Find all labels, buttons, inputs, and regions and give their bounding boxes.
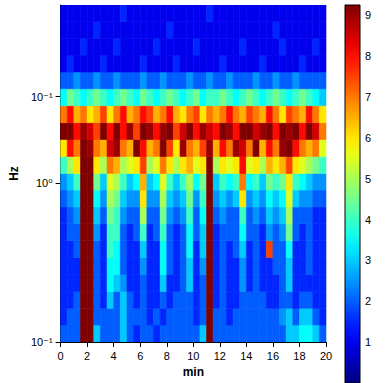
svg-text:20: 20	[320, 350, 332, 362]
svg-text:8: 8	[365, 50, 371, 62]
svg-text:3: 3	[365, 254, 371, 266]
svg-text:5: 5	[365, 173, 371, 185]
svg-text:10⁰: 10⁰	[36, 177, 53, 189]
svg-text:6: 6	[137, 350, 143, 362]
svg-text:8: 8	[164, 350, 170, 362]
svg-text:0: 0	[58, 350, 64, 362]
svg-text:Hz: Hz	[7, 166, 21, 181]
svg-text:2: 2	[84, 350, 90, 362]
svg-text:4: 4	[365, 214, 371, 226]
svg-text:6: 6	[365, 132, 371, 144]
svg-text:14: 14	[240, 350, 252, 362]
svg-text:18: 18	[293, 350, 305, 362]
svg-text:10⁻¹: 10⁻¹	[31, 91, 53, 103]
svg-text:10⁻¹: 10⁻¹	[31, 336, 53, 348]
svg-text:7: 7	[365, 91, 371, 103]
svg-text:12: 12	[214, 350, 226, 362]
svg-text:2: 2	[365, 295, 371, 307]
svg-text:min: min	[183, 365, 204, 379]
svg-text:10: 10	[187, 350, 199, 362]
svg-text:9: 9	[365, 9, 371, 21]
svg-text:4: 4	[111, 350, 117, 362]
svg-text:1: 1	[365, 336, 371, 348]
svg-text:16: 16	[267, 350, 279, 362]
